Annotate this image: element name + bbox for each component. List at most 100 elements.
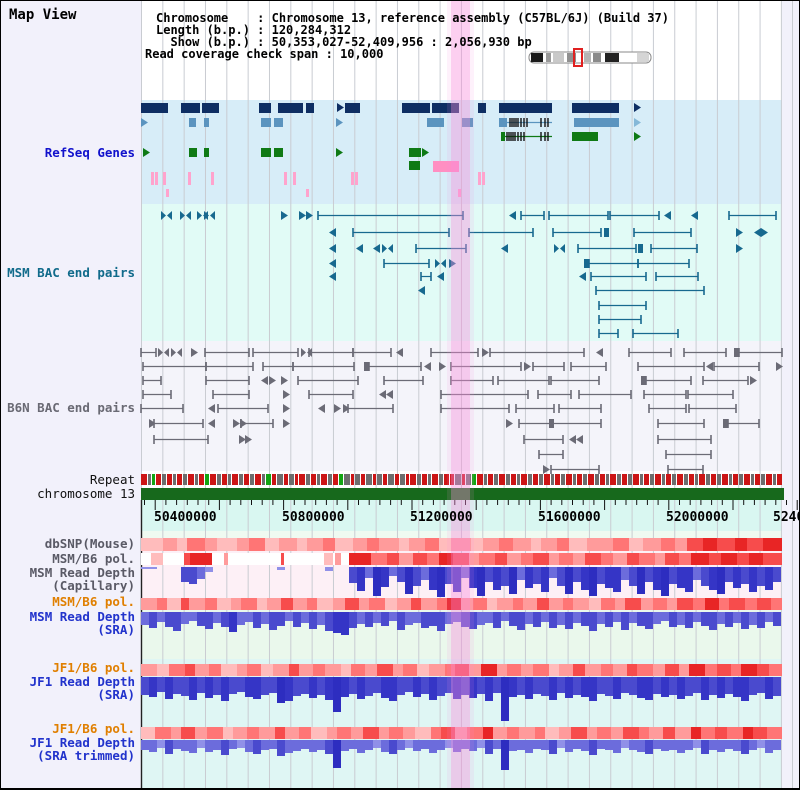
- bac-end-pair-glyph[interactable]: [549, 419, 554, 428]
- gene-glyph[interactable]: [204, 118, 209, 127]
- gene-glyph[interactable]: [274, 148, 283, 157]
- gene-glyph[interactable]: [433, 161, 459, 172]
- gene-glyph[interactable]: [336, 148, 343, 157]
- gene-glyph[interactable]: [189, 148, 197, 157]
- gene-glyph[interactable]: [189, 118, 196, 127]
- bac-end-pair-glyph[interactable]: [736, 228, 743, 237]
- bac-end-pair-glyph[interactable]: [299, 211, 306, 220]
- gene-glyph[interactable]: [261, 118, 271, 127]
- bac-end-pair-glyph[interactable]: [388, 244, 393, 253]
- bac-end-pair-glyph[interactable]: [664, 211, 671, 220]
- bac-end-pair-glyph[interactable]: [638, 244, 643, 253]
- gene-glyph[interactable]: [432, 103, 459, 113]
- bac-end-pair-glyph[interactable]: [269, 376, 276, 385]
- bac-end-pair-glyph[interactable]: [579, 272, 586, 281]
- bac-end-pair-glyph[interactable]: [382, 244, 387, 253]
- bac-end-pair-glyph[interactable]: [596, 348, 603, 357]
- bac-end-pair-glyph[interactable]: [761, 228, 768, 237]
- bac-end-pair-glyph[interactable]: [318, 404, 325, 413]
- gene-glyph[interactable]: [202, 103, 219, 113]
- bac-end-pair-glyph[interactable]: [641, 376, 646, 385]
- gene-glyph[interactable]: [337, 103, 344, 112]
- gene-glyph[interactable]: [478, 103, 486, 113]
- bac-end-pair-glyph[interactable]: [418, 286, 425, 295]
- bac-end-pair-glyph[interactable]: [283, 390, 290, 399]
- gene-glyph[interactable]: [634, 132, 641, 141]
- bac-end-pair-glyph[interactable]: [441, 259, 446, 268]
- gene-glyph[interactable]: [634, 103, 641, 112]
- bac-end-pair-glyph[interactable]: [736, 244, 743, 253]
- bac-end-pair-glyph[interactable]: [509, 211, 516, 220]
- bac-end-pair-glyph[interactable]: [554, 244, 559, 253]
- gene-glyph[interactable]: [204, 148, 209, 157]
- bac-end-pair-glyph[interactable]: [329, 244, 336, 253]
- bac-end-pair-glyph[interactable]: [301, 348, 306, 357]
- bac-end-pair-glyph[interactable]: [161, 211, 166, 220]
- gene-glyph[interactable]: [462, 118, 473, 127]
- bac-end-pair-glyph[interactable]: [204, 211, 209, 220]
- bac-end-pair-glyph[interactable]: [396, 348, 403, 357]
- bac-end-pair-glyph[interactable]: [691, 211, 698, 220]
- bac-end-pair-glyph[interactable]: [435, 259, 440, 268]
- gene-glyph[interactable]: [572, 103, 619, 113]
- gene-glyph[interactable]: [306, 103, 314, 113]
- bac-end-pair-glyph[interactable]: [501, 244, 508, 253]
- bac-end-pair-glyph[interactable]: [306, 211, 313, 220]
- gene-glyph[interactable]: [259, 103, 271, 113]
- bac-end-pair-glyph[interactable]: [373, 244, 380, 253]
- gene-glyph[interactable]: [422, 148, 429, 157]
- gene-glyph[interactable]: [574, 118, 619, 127]
- bac-end-pair-glyph[interactable]: [191, 348, 198, 357]
- bac-end-pair-glyph[interactable]: [281, 376, 288, 385]
- bac-end-pair-glyph[interactable]: [482, 348, 489, 357]
- bac-end-pair-glyph[interactable]: [171, 348, 176, 357]
- bac-end-pair-glyph[interactable]: [364, 362, 369, 371]
- bac-end-pair-glyph[interactable]: [334, 404, 341, 413]
- bac-end-pair-glyph[interactable]: [329, 259, 336, 268]
- bac-end-pair-glyph[interactable]: [208, 419, 215, 428]
- gene-glyph[interactable]: [427, 118, 444, 127]
- gene-glyph[interactable]: [336, 118, 343, 127]
- bac-end-pair-glyph[interactable]: [379, 390, 386, 399]
- bac-end-pair-glyph[interactable]: [208, 404, 215, 413]
- bac-end-pair-glyph[interactable]: [210, 211, 215, 220]
- bac-end-pair-glyph[interactable]: [506, 419, 513, 428]
- gene-glyph[interactable]: [141, 118, 148, 127]
- gene-glyph[interactable]: [409, 161, 420, 170]
- bac-end-pair-glyph[interactable]: [524, 362, 531, 371]
- bac-end-pair-glyph[interactable]: [754, 228, 761, 237]
- bac-end-pair-glyph[interactable]: [723, 419, 728, 428]
- bac-end-pair-glyph[interactable]: [261, 376, 268, 385]
- bac-end-pair-glyph[interactable]: [569, 435, 576, 444]
- bac-end-pair-glyph[interactable]: [164, 348, 169, 357]
- gene-glyph[interactable]: [141, 103, 168, 113]
- gene-glyph[interactable]: [409, 148, 421, 157]
- gene-exon-glyph[interactable]: [501, 132, 505, 141]
- bac-end-pair-glyph[interactable]: [158, 348, 163, 357]
- gene-glyph[interactable]: [402, 103, 430, 113]
- bac-end-pair-glyph[interactable]: [576, 435, 583, 444]
- bac-end-pair-glyph[interactable]: [283, 419, 290, 428]
- gene-exon-glyph[interactable]: [499, 118, 507, 127]
- gene-glyph[interactable]: [634, 118, 641, 127]
- bac-end-pair-glyph[interactable]: [167, 211, 172, 220]
- gene-glyph[interactable]: [274, 118, 283, 127]
- bac-end-pair-glyph[interactable]: [604, 228, 609, 237]
- bac-end-pair-glyph[interactable]: [177, 348, 182, 357]
- bac-end-pair-glyph[interactable]: [750, 376, 757, 385]
- bac-end-pair-glyph[interactable]: [281, 211, 288, 220]
- bac-end-pair-glyph[interactable]: [329, 228, 336, 237]
- gene-glyph[interactable]: [143, 148, 150, 157]
- bac-end-pair-glyph[interactable]: [439, 362, 446, 371]
- bac-end-pair-glyph[interactable]: [239, 435, 246, 444]
- bac-end-pair-glyph[interactable]: [560, 244, 565, 253]
- bac-end-pair-glyph[interactable]: [283, 404, 290, 413]
- bac-end-pair-glyph[interactable]: [706, 362, 713, 371]
- bac-end-pair-glyph[interactable]: [424, 362, 431, 371]
- bac-end-pair-glyph[interactable]: [233, 419, 240, 428]
- bac-end-pair-glyph[interactable]: [329, 272, 336, 281]
- bac-end-pair-glyph[interactable]: [356, 244, 363, 253]
- gene-glyph[interactable]: [499, 103, 552, 113]
- bac-end-pair-glyph[interactable]: [734, 348, 739, 357]
- bac-end-pair-glyph[interactable]: [245, 435, 252, 444]
